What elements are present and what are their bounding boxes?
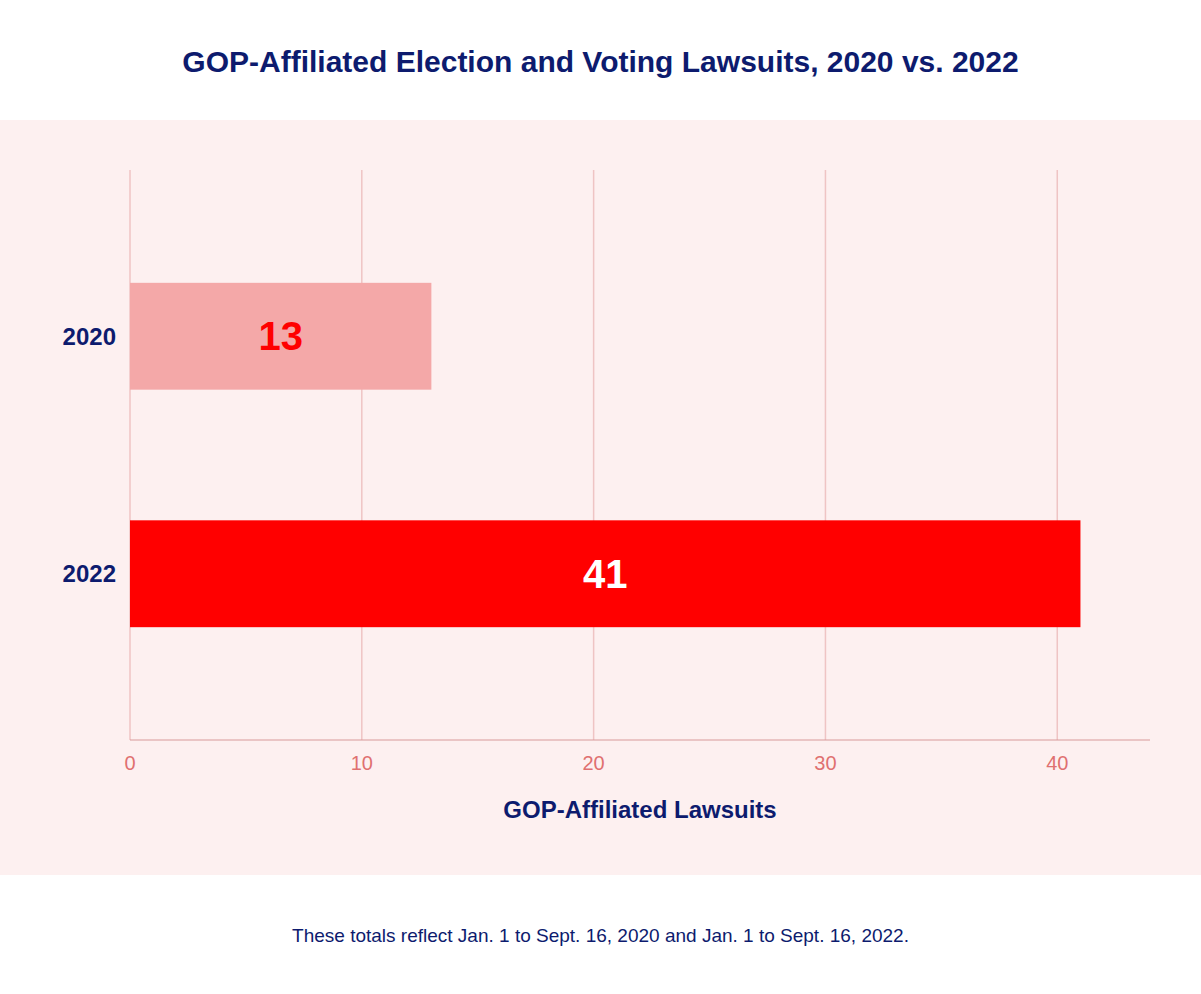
bars (130, 283, 1080, 627)
y-tick-label: 2022 (63, 560, 116, 587)
x-axis-line (130, 740, 1150, 741)
x-tick-label: 30 (814, 752, 836, 774)
data-label: 13 (258, 314, 303, 358)
footnote: These totals reflect Jan. 1 to Sept. 16,… (292, 925, 909, 946)
x-tick-label: 20 (583, 752, 605, 774)
x-tick-label: 40 (1046, 752, 1068, 774)
chart: GOP-Affiliated Election and Voting Lawsu… (0, 0, 1201, 994)
x-tick-label: 10 (351, 752, 373, 774)
grid-line (825, 170, 827, 740)
y-tick-label: 2020 (63, 323, 116, 350)
grid-line (1057, 170, 1059, 740)
grid-line (129, 170, 131, 740)
x-axis-label: GOP-Affiliated Lawsuits (503, 796, 776, 823)
title: GOP-Affiliated Election and Voting Lawsu… (182, 45, 1018, 78)
panel-background (0, 120, 1201, 875)
bar (130, 283, 431, 390)
labels: 41 2022 13 2020 (63, 314, 628, 596)
grid-line (361, 170, 363, 740)
data-label: 41 (583, 552, 628, 596)
x-tick-label: 0 (124, 752, 135, 774)
bar (130, 520, 1080, 627)
grid-line (593, 170, 595, 740)
